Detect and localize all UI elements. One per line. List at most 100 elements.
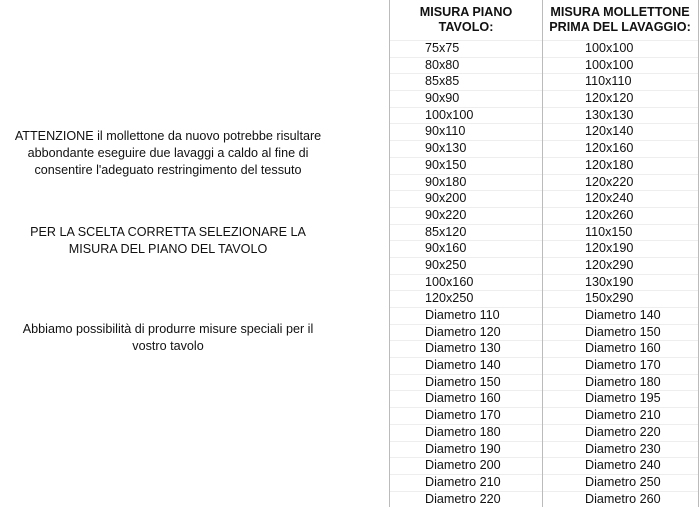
table-row: Diametro 220 Diametro 260 bbox=[390, 490, 698, 507]
table-size-cell: 100x160 bbox=[425, 274, 474, 289]
table-row: 90x130 120x160 bbox=[390, 140, 698, 157]
pad-size-cell: 110x110 bbox=[585, 74, 632, 89]
table-row: 90x160 120x190 bbox=[390, 240, 698, 257]
table-size-cell: Diametro 200 bbox=[425, 458, 501, 473]
table-size-cell: 75x75 bbox=[425, 41, 460, 55]
header-line: PRIMA DEL LAVAGGIO: bbox=[549, 20, 691, 34]
table-size-cell: 90x110 bbox=[425, 124, 466, 139]
table-row: Diametro 170 Diametro 210 bbox=[390, 407, 698, 424]
pad-size-cell: 120x290 bbox=[585, 257, 634, 272]
table-row: Diametro 210 Diametro 250 bbox=[390, 473, 698, 491]
table-size-cell: Diametro 170 bbox=[425, 408, 501, 423]
note-line: vostro tavolo bbox=[132, 339, 204, 353]
table-size-cell: 120x250 bbox=[425, 291, 474, 306]
table-size-cell: 100x100 bbox=[425, 107, 474, 122]
table-size-cell: 90x90 bbox=[425, 91, 460, 106]
size-table: MISURA PIANO TAVOLO: MISURA MOLLETTONE PRI… bbox=[389, 0, 699, 507]
pad-size-cell: Diametro 140 bbox=[585, 308, 661, 322]
table-size-cell: Diametro 150 bbox=[425, 374, 501, 389]
table-size-cell: 85x120 bbox=[425, 224, 467, 239]
table-row: 85x120 110x150 bbox=[390, 223, 698, 241]
table-size-cell: Diametro 160 bbox=[425, 391, 501, 406]
table-row: 90x150 120x180 bbox=[390, 156, 698, 174]
pad-size-cell: 130x130 bbox=[585, 107, 634, 122]
table-size-cell: Diametro 220 bbox=[425, 491, 501, 506]
table-row: Diametro 190 Diametro 230 bbox=[390, 440, 698, 458]
pad-size-cell: Diametro 180 bbox=[585, 374, 661, 389]
pad-size-cell: Diametro 260 bbox=[585, 491, 661, 506]
table-size-cell: Diametro 140 bbox=[425, 358, 501, 373]
table-row: 90x200 120x240 bbox=[390, 190, 698, 207]
table-row: 90x180 120x220 bbox=[390, 173, 698, 191]
pad-size-cell: 120x220 bbox=[585, 174, 634, 189]
table-row: Diametro 150 Diametro 180 bbox=[390, 373, 698, 391]
pad-size-cell: 120x190 bbox=[585, 241, 634, 256]
pad-size-cell: Diametro 230 bbox=[585, 441, 661, 456]
table-size-cell: Diametro 120 bbox=[425, 324, 501, 339]
pad-size-cell: Diametro 150 bbox=[585, 324, 661, 339]
pad-size-cell: Diametro 195 bbox=[585, 391, 661, 406]
pad-size-cell: 120x160 bbox=[585, 141, 634, 156]
table-size-cell: Diametro 210 bbox=[425, 474, 501, 489]
pad-size-cell: Diametro 220 bbox=[585, 424, 661, 439]
pad-size-cell: Diametro 210 bbox=[585, 408, 661, 423]
table-row: 100x160 130x190 bbox=[390, 273, 698, 291]
selection-note: PER LA SCELTA CORRETTA SELEZIONARE LA MIS… bbox=[0, 224, 336, 258]
pad-size-cell: 120x180 bbox=[585, 157, 634, 172]
table-size-cell: Diametro 180 bbox=[425, 424, 501, 439]
table-row: 100x100 130x130 bbox=[390, 106, 698, 124]
pad-size-cell: 120x120 bbox=[585, 91, 634, 106]
table-size-cell: Diametro 190 bbox=[425, 441, 501, 456]
table-row: 75x75 100x100 bbox=[390, 40, 698, 57]
pad-size-cell: 110x150 bbox=[585, 224, 633, 239]
header-line: MISURA PIANO bbox=[419, 5, 513, 19]
note-line: consentire l'adeguato restringimento del… bbox=[34, 163, 302, 177]
pad-size-cell: 100x100 bbox=[585, 57, 634, 72]
table-size-cell: 90x180 bbox=[425, 174, 467, 189]
table-row: 90x250 120x290 bbox=[390, 256, 698, 274]
table-header: MISURA PIANO TAVOLO: MISURA MOLLETTONE PRI… bbox=[390, 0, 698, 40]
table-size-cell: Diametro 110 bbox=[425, 308, 500, 322]
table-size-cell: 80x80 bbox=[425, 57, 460, 72]
custom-sizes-note: Abbiamo possibilità di produrre misure s… bbox=[0, 321, 336, 355]
table-size-cell: Diametro 130 bbox=[425, 341, 501, 356]
note-line: PER LA SCELTA CORRETTA SELEZIONARE LA bbox=[30, 225, 306, 239]
table-row: 120x250 150x290 bbox=[390, 290, 698, 307]
pad-size-cell: Diametro 160 bbox=[585, 341, 661, 356]
table-row: Diametro 110 Diametro 140 bbox=[390, 307, 698, 324]
header-pad-size: MISURA MOLLETTONE PRIMA DEL LAVAGGIO: bbox=[542, 0, 698, 40]
header-line: MISURA MOLLETTONE bbox=[550, 5, 690, 19]
table-size-cell: 90x150 bbox=[425, 157, 467, 172]
table-row: 90x220 120x260 bbox=[390, 206, 698, 224]
table-row: Diametro 120 Diametro 150 bbox=[390, 323, 698, 341]
note-line: ATTENZIONE il mollettone da nuovo potreb… bbox=[14, 129, 322, 143]
table-row: 85x85 110x110 bbox=[390, 73, 698, 90]
table-row: Diametro 200 Diametro 240 bbox=[390, 457, 698, 474]
table-row: Diametro 160 Diametro 195 bbox=[390, 390, 698, 407]
table-size-cell: 90x250 bbox=[425, 257, 467, 272]
pad-size-cell: Diametro 240 bbox=[585, 458, 661, 473]
table-size-cell: 85x85 bbox=[425, 74, 460, 89]
pad-size-cell: 150x290 bbox=[585, 291, 634, 306]
header-table-size: MISURA PIANO TAVOLO: bbox=[390, 0, 542, 40]
column-divider bbox=[542, 0, 543, 507]
pad-size-cell: 100x100 bbox=[585, 41, 634, 55]
pad-size-cell: 120x260 bbox=[585, 207, 634, 222]
header-line: TAVOLO: bbox=[438, 20, 494, 34]
table-row: 90x90 120x120 bbox=[390, 90, 698, 107]
table-row: 90x110 120x140 bbox=[390, 123, 698, 140]
note-line: MISURA DEL PIANO DEL TAVOLO bbox=[68, 242, 268, 256]
pad-size-cell: 130x190 bbox=[585, 274, 634, 289]
pad-size-cell: 120x240 bbox=[585, 191, 634, 206]
table-size-cell: 90x160 bbox=[425, 241, 467, 256]
note-line: Abbiamo possibilità di produrre misure s… bbox=[22, 322, 314, 336]
pad-size-cell: Diametro 170 bbox=[585, 358, 661, 373]
warning-note: ATTENZIONE il mollettone da nuovo potreb… bbox=[0, 128, 336, 179]
pad-size-cell: Diametro 250 bbox=[585, 474, 661, 489]
pad-size-cell: 120x140 bbox=[585, 124, 634, 139]
table-size-cell: 90x130 bbox=[425, 141, 467, 156]
table-size-cell: 90x220 bbox=[425, 207, 467, 222]
note-line: abbondante eseguire due lavaggi a caldo … bbox=[27, 146, 309, 160]
table-row: Diametro 130 Diametro 160 bbox=[390, 340, 698, 357]
table-size-cell: 90x200 bbox=[425, 191, 467, 206]
